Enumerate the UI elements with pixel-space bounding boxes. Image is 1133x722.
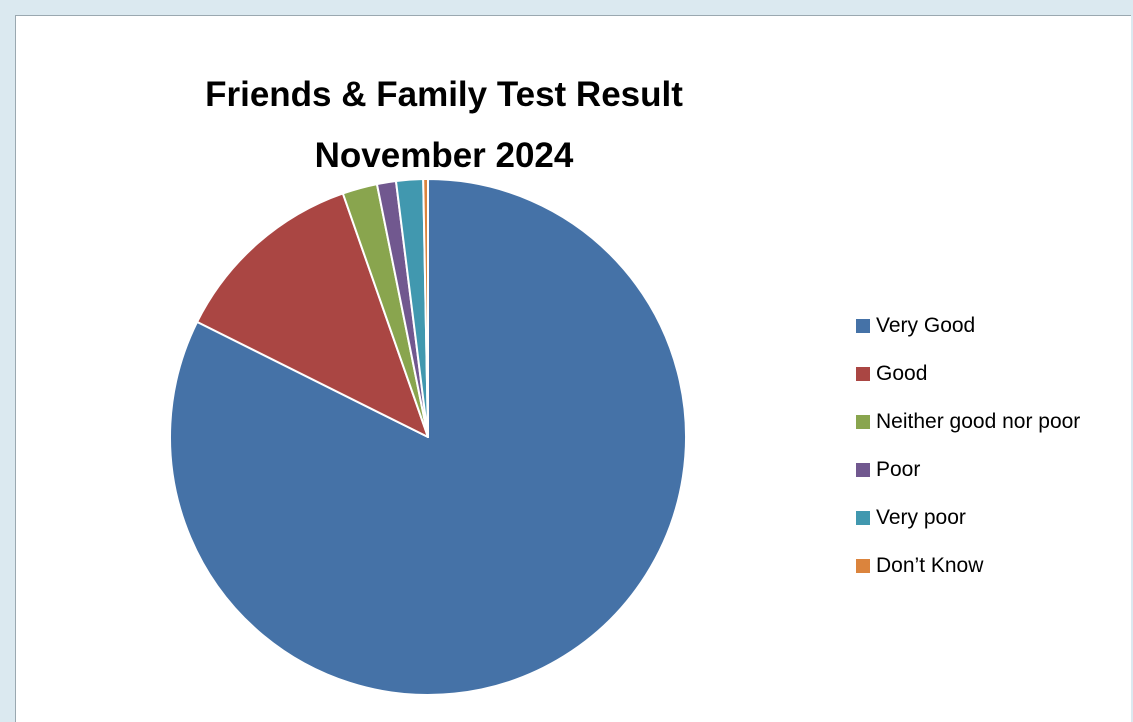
chart-title-line-1: Friends & Family Test Result <box>205 75 683 114</box>
legend-label: Neither good nor poor <box>876 410 1081 433</box>
legend-item-very-good: Very Good <box>856 302 1126 350</box>
legend-label: Don’t Know <box>876 554 984 577</box>
legend-swatch <box>856 463 870 477</box>
legend-label: Poor <box>876 458 921 481</box>
legend-swatch <box>856 415 870 429</box>
legend-label: Very poor <box>876 506 966 529</box>
chart-title-line-2: November 2024 <box>314 136 574 175</box>
legend-swatch <box>856 511 870 525</box>
legend: Very Good Good Neither good nor poor Poo… <box>856 302 1126 590</box>
pie-slice-very-good <box>169 178 687 696</box>
legend-label: Good <box>876 362 928 385</box>
legend-swatch <box>856 367 870 381</box>
pie-slice-good <box>196 192 429 438</box>
legend-swatch <box>856 559 870 573</box>
legend-swatch <box>856 319 870 333</box>
legend-label: Very Good <box>876 314 976 337</box>
legend-item-very-poor: Very poor <box>856 494 1126 542</box>
chart-title: Friends & Family Test Result November 20… <box>26 64 862 186</box>
legend-item-dont-know: Don’t Know <box>856 542 1126 590</box>
legend-item-poor: Poor <box>856 446 1126 494</box>
legend-item-neither: Neither good nor poor <box>856 398 1126 446</box>
legend-item-good: Good <box>856 350 1126 398</box>
pie-slice-don-t-know <box>422 178 429 438</box>
